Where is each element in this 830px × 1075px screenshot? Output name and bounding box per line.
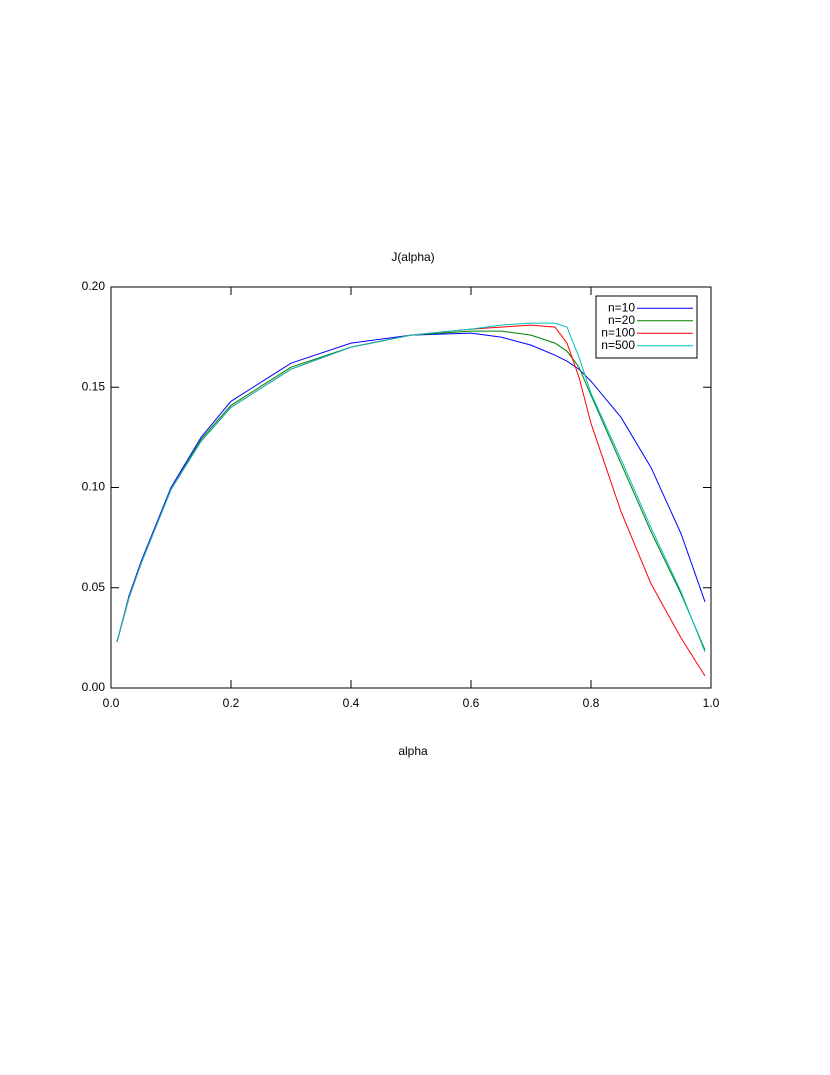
x-tick-label: 0.6 bbox=[463, 696, 480, 710]
chart-title: J(alpha) bbox=[391, 250, 434, 264]
x-tick-label: 0.4 bbox=[343, 696, 360, 710]
y-tick-label: 0.20 bbox=[82, 279, 106, 293]
legend-label: n=10 bbox=[608, 300, 635, 314]
x-tick-label: 1.0 bbox=[703, 696, 720, 710]
y-tick-label: 0.05 bbox=[82, 580, 106, 594]
x-tick-label: 0.0 bbox=[103, 696, 120, 710]
y-tick-label: 0.10 bbox=[82, 480, 106, 494]
series-line bbox=[116, 330, 706, 651]
series-line bbox=[116, 332, 706, 643]
x-axis-label: alpha bbox=[398, 744, 428, 758]
legend-box bbox=[595, 295, 698, 359]
series-line bbox=[116, 322, 706, 653]
y-tick-label: 0.00 bbox=[82, 680, 106, 694]
legend-label: n=500 bbox=[601, 338, 635, 352]
x-tick-label: 0.8 bbox=[583, 696, 600, 710]
legend-label: n=20 bbox=[608, 313, 635, 327]
x-tick-label: 0.2 bbox=[223, 696, 240, 710]
series-line bbox=[116, 324, 706, 677]
legend-label: n=100 bbox=[601, 325, 635, 339]
y-tick-label: 0.15 bbox=[82, 379, 106, 393]
